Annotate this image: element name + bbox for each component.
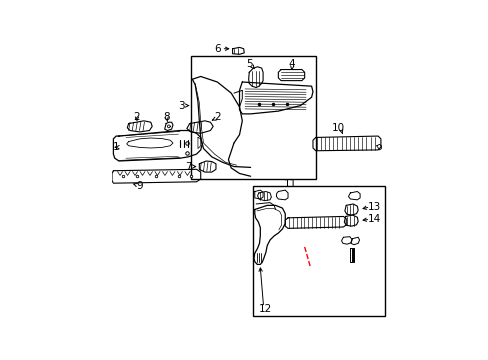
Text: 14: 14	[366, 214, 380, 224]
Text: 9: 9	[136, 181, 143, 191]
Bar	[191, 56, 315, 179]
Text: 2: 2	[214, 112, 220, 122]
Text: 11: 11	[284, 179, 297, 189]
Text: 4: 4	[288, 59, 295, 69]
Text: 13: 13	[366, 202, 380, 212]
Text: 12: 12	[259, 304, 272, 314]
Text: 8: 8	[163, 112, 169, 122]
Bar	[253, 186, 384, 316]
Text: 5: 5	[246, 59, 253, 69]
Text: 2: 2	[133, 112, 140, 122]
Text: 10: 10	[331, 123, 344, 133]
Text: 6: 6	[214, 44, 220, 54]
Text: 7: 7	[184, 162, 191, 172]
Text: 1: 1	[113, 142, 119, 152]
Text: 3: 3	[178, 100, 184, 111]
